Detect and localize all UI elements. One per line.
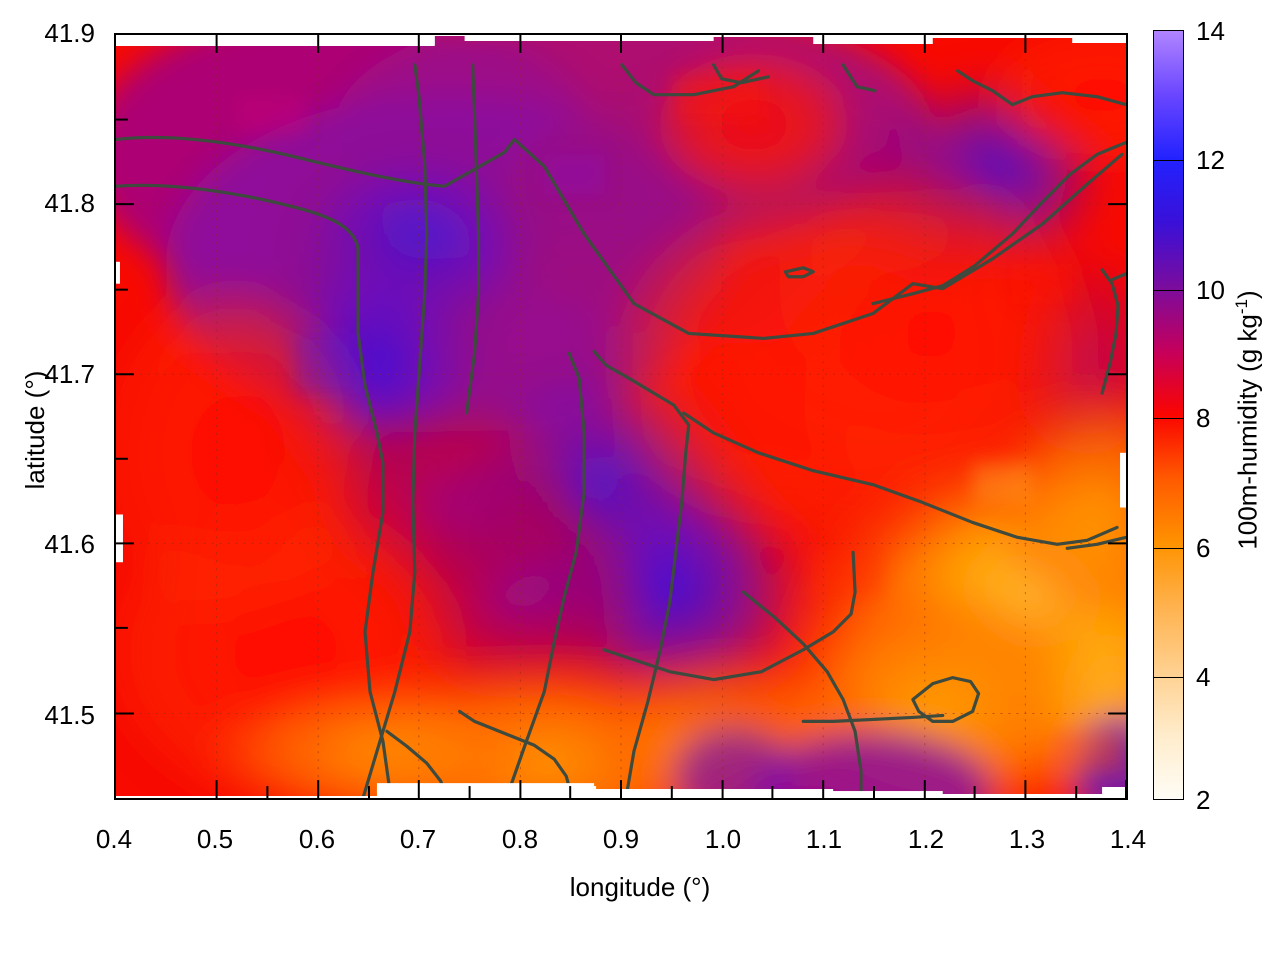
xtick-label-0.8: 0.8 — [501, 824, 539, 854]
xtick-label-1.2: 1.2 — [907, 824, 945, 854]
colorbar-tick-6 — [1153, 548, 1184, 549]
colorbar-label-2: 2 — [1196, 785, 1211, 815]
xtick-label-1.0: 1.0 — [704, 824, 742, 854]
colorbar — [1153, 30, 1184, 800]
contour-lines — [116, 63, 1126, 798]
y-axis-title: latitude (°) — [20, 370, 50, 490]
colorbar-title-main: 100m-humidity (g kg — [1232, 314, 1263, 550]
xtick-label-0.7: 0.7 — [399, 824, 437, 854]
colorbar-label-4: 4 — [1196, 662, 1211, 692]
colorbar-title-exponent: -1 — [1232, 299, 1251, 315]
colorbar-tick-4 — [1153, 677, 1184, 678]
colorbar-label-6: 6 — [1196, 533, 1211, 563]
xtick-label-0.6: 0.6 — [298, 824, 336, 854]
colorbar-tick-8 — [1153, 418, 1184, 419]
colorbar-label-12: 12 — [1196, 145, 1225, 175]
ytick-label-41.6: 41.6 — [44, 529, 95, 559]
ytick-label-41.8: 41.8 — [44, 188, 95, 218]
colorbar-label-10: 10 — [1196, 275, 1225, 305]
colorbar-title-tail: ) — [1232, 290, 1263, 299]
ytick-label-41.9: 41.9 — [44, 18, 95, 48]
colorbar-tick-12 — [1153, 160, 1184, 161]
ytick-label-41.7: 41.7 — [44, 359, 95, 389]
heatmap-canvas — [116, 35, 1126, 798]
colorbar-gradient — [1154, 31, 1183, 799]
x-axis-title: longitude (°) — [569, 872, 711, 902]
colorbar-title: 100m-humidity (g kg-1) — [1232, 290, 1264, 549]
xtick-label-0.5: 0.5 — [196, 824, 234, 854]
plot-area — [114, 33, 1128, 800]
ytick-label-41.5: 41.5 — [44, 700, 95, 730]
xtick-label-0.4: 0.4 — [95, 824, 133, 854]
xtick-label-1.3: 1.3 — [1008, 824, 1046, 854]
colorbar-label-8: 8 — [1196, 403, 1211, 433]
inner-ticks — [116, 35, 1126, 798]
xtick-label-1.1: 1.1 — [805, 824, 843, 854]
xtick-label-0.9: 0.9 — [602, 824, 640, 854]
xtick-label-1.4: 1.4 — [1109, 824, 1147, 854]
colorbar-label-14: 14 — [1196, 16, 1225, 46]
colorbar-tick-10 — [1153, 290, 1184, 291]
